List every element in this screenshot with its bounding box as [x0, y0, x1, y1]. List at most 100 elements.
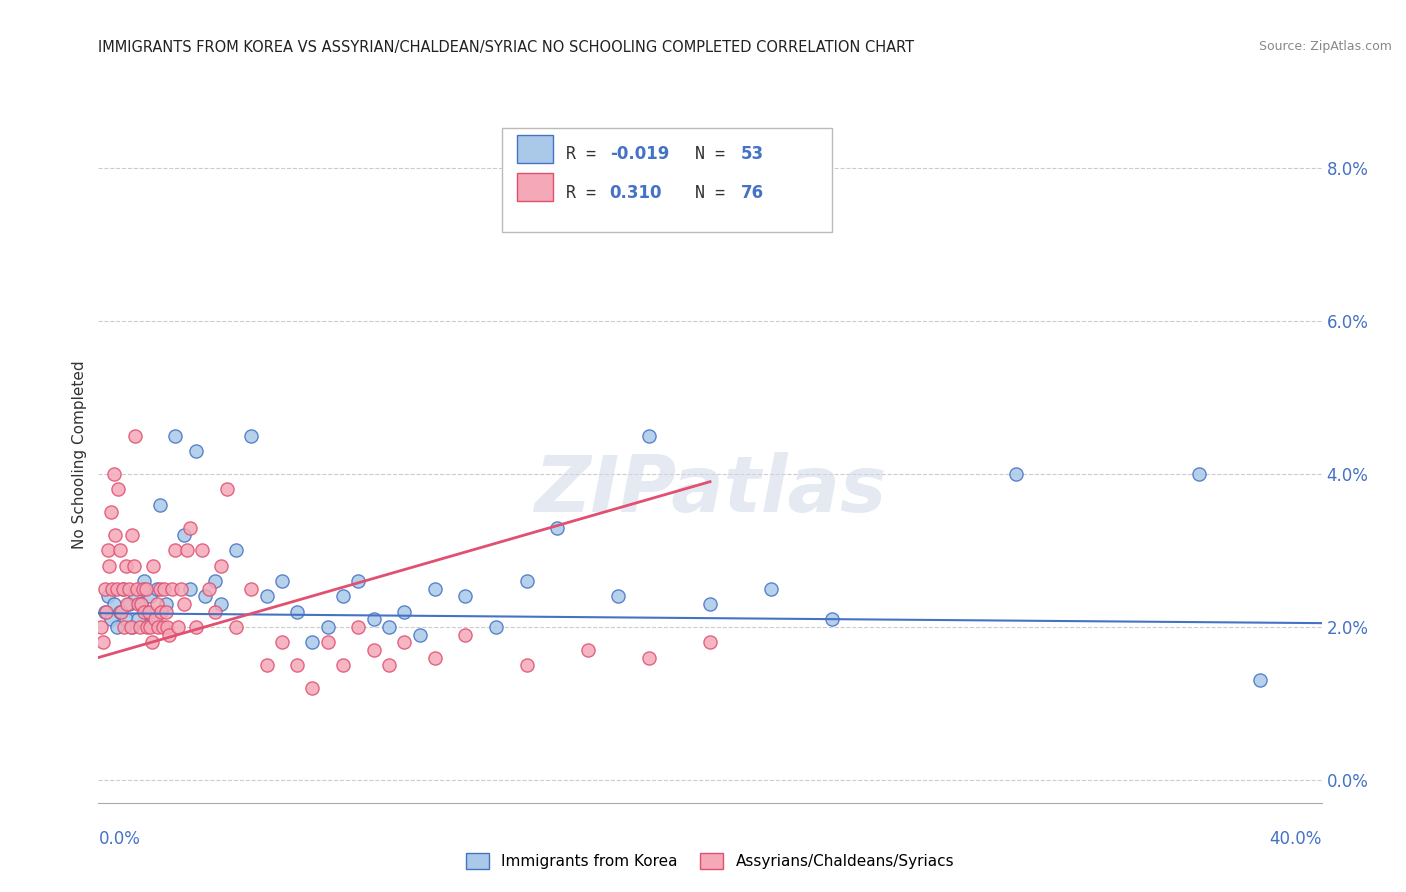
Point — [191, 543, 214, 558]
Point — [347, 574, 370, 588]
Point — [225, 620, 247, 634]
Point — [204, 605, 226, 619]
Point — [118, 582, 141, 596]
Point — [139, 620, 162, 634]
Point — [301, 681, 323, 695]
Point — [485, 620, 508, 634]
Legend: Immigrants from Korea, Assyrians/Chaldeans/Syriacs: Immigrants from Korea, Assyrians/Chaldea… — [460, 847, 960, 875]
Point — [699, 635, 721, 649]
Point — [392, 605, 416, 619]
Point — [153, 582, 176, 596]
Point — [149, 498, 172, 512]
Point — [378, 658, 401, 673]
Point — [149, 582, 172, 596]
Point — [155, 597, 177, 611]
Point — [100, 612, 122, 626]
Point — [516, 574, 538, 588]
Point — [173, 597, 195, 611]
Point — [316, 620, 339, 634]
Text: 40.0%: 40.0% — [1270, 830, 1322, 847]
Point — [104, 528, 127, 542]
Point — [546, 520, 568, 534]
Point — [111, 582, 134, 596]
Point — [90, 620, 112, 634]
Point — [204, 574, 226, 588]
Point — [145, 597, 167, 611]
Point — [152, 620, 174, 634]
Text: Source: ZipAtlas.com: Source: ZipAtlas.com — [1258, 40, 1392, 54]
Point — [316, 635, 339, 649]
Point — [160, 582, 183, 596]
Text: 53: 53 — [741, 145, 763, 163]
Point — [118, 597, 141, 611]
Point — [170, 582, 193, 596]
Point — [129, 597, 152, 611]
Point — [128, 620, 150, 634]
Point — [136, 620, 159, 634]
Point — [408, 627, 430, 641]
Text: 76: 76 — [741, 184, 763, 202]
Point — [821, 612, 844, 626]
Point — [134, 605, 156, 619]
Text: R =: R = — [565, 184, 616, 202]
Point — [423, 650, 446, 665]
Point — [93, 605, 115, 619]
FancyBboxPatch shape — [502, 128, 832, 232]
Point — [124, 590, 146, 604]
Point — [93, 582, 115, 596]
Point — [516, 658, 538, 673]
Point — [97, 590, 120, 604]
Point — [240, 429, 263, 443]
Point — [240, 582, 263, 596]
Point — [135, 582, 157, 596]
Point — [125, 582, 148, 596]
Point — [143, 612, 166, 626]
Point — [142, 612, 165, 626]
Point — [363, 612, 385, 626]
Point — [179, 520, 201, 534]
Point — [145, 582, 167, 596]
Point — [699, 597, 721, 611]
Point — [98, 558, 121, 573]
Point — [124, 429, 146, 443]
Point — [209, 597, 232, 611]
Text: N =: N = — [696, 145, 735, 163]
Point — [179, 582, 201, 596]
Point — [378, 620, 401, 634]
Point — [225, 543, 247, 558]
Point — [138, 605, 160, 619]
Text: ZIPatlas: ZIPatlas — [534, 451, 886, 528]
Point — [120, 620, 142, 634]
Point — [122, 558, 145, 573]
Point — [117, 597, 139, 611]
Point — [103, 467, 125, 481]
Point — [107, 483, 129, 497]
Point — [91, 635, 114, 649]
Point — [167, 620, 190, 634]
Text: N =: N = — [696, 184, 735, 202]
Point — [186, 444, 208, 458]
Point — [127, 612, 149, 626]
Point — [134, 574, 156, 588]
Point — [285, 605, 308, 619]
Point — [1250, 673, 1272, 688]
Point — [103, 597, 125, 611]
Point — [115, 612, 138, 626]
Text: R =: R = — [565, 145, 606, 163]
Point — [301, 635, 323, 649]
Point — [761, 582, 783, 596]
Point — [454, 627, 477, 641]
Text: IMMIGRANTS FROM KOREA VS ASSYRIAN/CHALDEAN/SYRIAC NO SCHOOLING COMPLETED CORRELA: IMMIGRANTS FROM KOREA VS ASSYRIAN/CHALDE… — [98, 40, 914, 55]
Point — [139, 590, 162, 604]
Point — [194, 590, 217, 604]
Point — [637, 650, 661, 665]
Point — [285, 658, 308, 673]
Point — [454, 590, 477, 604]
Text: -0.019: -0.019 — [610, 145, 669, 163]
Point — [111, 582, 134, 596]
Point — [215, 483, 238, 497]
Point — [156, 620, 179, 634]
Point — [607, 590, 630, 604]
Point — [363, 643, 385, 657]
Point — [576, 643, 599, 657]
